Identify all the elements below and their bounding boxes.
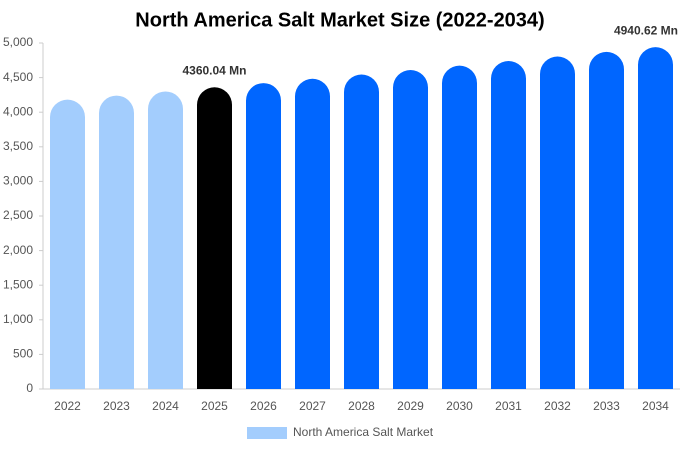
bar: [295, 78, 330, 389]
bar: [197, 87, 232, 390]
y-tick-label: 3,500: [3, 139, 33, 153]
bar: [99, 95, 134, 389]
y-tick-label: 1,000: [3, 312, 33, 326]
x-tick-label: 2034: [642, 399, 669, 413]
bar: [442, 65, 477, 389]
legend-swatch: [247, 427, 287, 439]
value-label: 4360.04 Mn: [182, 63, 246, 77]
bar: [246, 83, 281, 389]
x-tick-label: 2031: [495, 399, 522, 413]
y-tick-label: 4,000: [3, 104, 33, 118]
y-tick-label: 2,000: [3, 243, 33, 257]
x-tick-label: 2032: [544, 399, 571, 413]
bar: [589, 51, 624, 389]
bar: [50, 99, 85, 390]
bar: [540, 56, 575, 390]
legend-label: North America Salt Market: [293, 425, 434, 439]
x-tick-label: 2027: [299, 399, 326, 413]
bar: [148, 91, 183, 389]
y-tick-label: 2,500: [3, 208, 33, 222]
y-tick-label: 1,500: [3, 277, 33, 291]
bar: [638, 47, 673, 389]
x-tick-label: 2028: [348, 399, 375, 413]
y-tick-label: 0: [26, 381, 33, 395]
chart-title: North America Salt Market Size (2022-203…: [135, 9, 544, 31]
x-tick-label: 2029: [397, 399, 424, 413]
x-tick-label: 2022: [54, 399, 81, 413]
x-tick-label: 2025: [201, 399, 228, 413]
bar: [344, 74, 379, 390]
x-tick-label: 2030: [446, 399, 473, 413]
x-tick-label: 2023: [103, 399, 130, 413]
bar: [393, 70, 428, 390]
x-tick-label: 2024: [152, 399, 179, 413]
y-tick-label: 4,500: [3, 70, 33, 84]
bar: [491, 61, 526, 389]
y-tick-label: 500: [13, 347, 33, 361]
y-tick-label: 3,000: [3, 174, 33, 188]
x-tick-label: 2026: [250, 399, 277, 413]
y-tick-label: 5,000: [3, 35, 33, 49]
x-tick-label: 2033: [593, 399, 620, 413]
value-label: 4940.62 Mn: [614, 23, 678, 37]
